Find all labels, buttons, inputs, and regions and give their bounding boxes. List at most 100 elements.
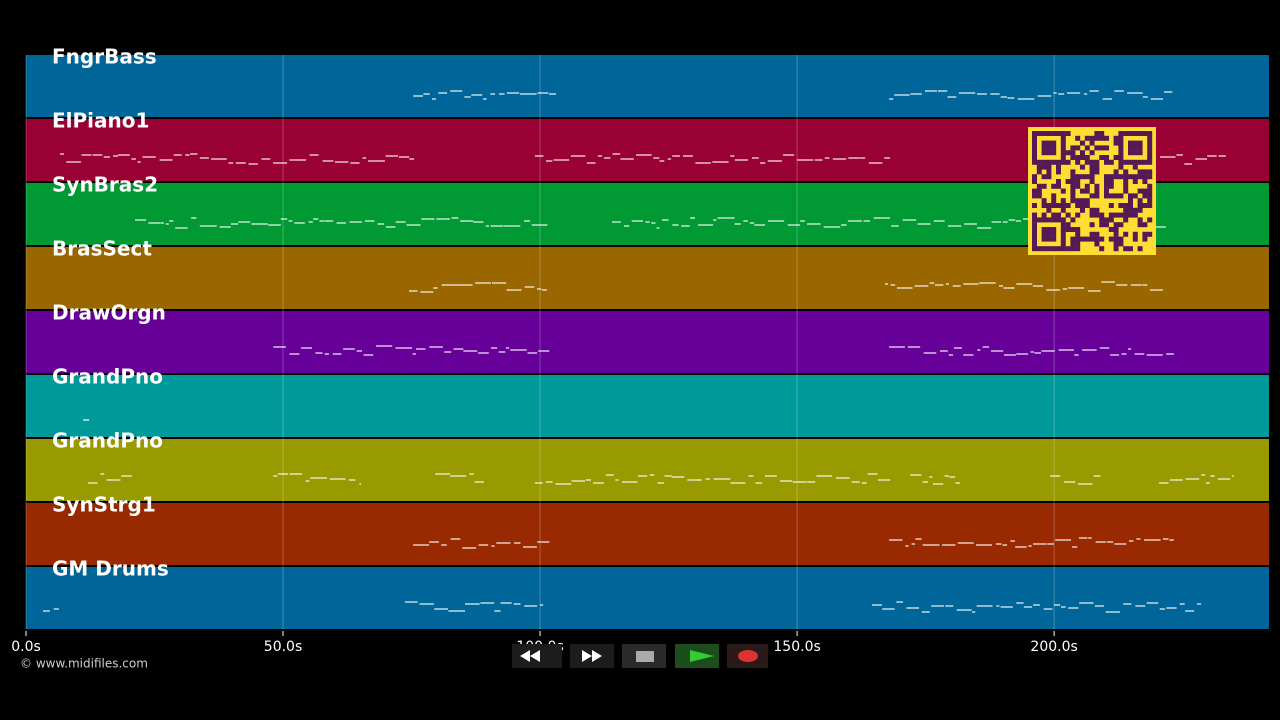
qr-module: [1060, 222, 1066, 228]
qr-module: [1137, 188, 1143, 194]
qr-module: [1070, 155, 1076, 160]
track-name: DrawOrgn: [52, 301, 166, 325]
qr-module: [1128, 212, 1133, 218]
qr-module: [1089, 169, 1095, 175]
qr-module: [1080, 207, 1085, 213]
qr-module: [1104, 145, 1109, 151]
qr-module: [1060, 207, 1066, 213]
qr-module: [1142, 169, 1148, 175]
rewind-icon: [520, 650, 540, 662]
qr-module: [1032, 246, 1037, 252]
qr-module: [1056, 212, 1061, 218]
qr-module: [1065, 179, 1071, 184]
track-lane: [26, 247, 1269, 309]
qr-module: [1104, 159, 1109, 165]
qr-module: [1060, 236, 1066, 242]
qr-module: [1056, 169, 1061, 175]
qr-module: [1046, 203, 1052, 208]
qr-module: [1137, 217, 1143, 223]
qr-module: [1094, 193, 1100, 199]
qr-module: [1118, 150, 1124, 156]
qr-module: [1089, 212, 1095, 218]
qr-module: [1041, 174, 1047, 180]
qr-module: [1108, 227, 1114, 232]
qr-module: [1089, 164, 1095, 170]
qr-module: [1094, 169, 1100, 175]
qr-module: [1089, 159, 1095, 165]
qr-module: [1046, 131, 1052, 136]
qr-module: [1041, 131, 1047, 136]
qr-module: [1132, 179, 1138, 184]
qr-module: [1108, 217, 1114, 223]
qr-module: [1032, 222, 1037, 228]
qr-module: [1094, 188, 1100, 194]
qr-module: [1099, 246, 1105, 252]
qr-module: [1080, 236, 1085, 242]
qr-module: [1065, 222, 1071, 228]
qr-module: [1113, 155, 1119, 160]
qr-module: [1056, 246, 1061, 252]
qr-module: [1094, 131, 1100, 136]
qr-module: [1041, 164, 1047, 170]
transport-controls: [512, 644, 768, 668]
qr-module: [1032, 179, 1037, 184]
qr-module: [1104, 188, 1109, 194]
qr-module: [1065, 150, 1071, 156]
qr-module: [1113, 193, 1119, 199]
note-cluster: [273, 345, 550, 356]
qr-module: [1032, 174, 1037, 180]
qr-module: [1041, 145, 1047, 151]
qr-module: [1032, 241, 1037, 247]
qr-module: [1113, 174, 1119, 180]
qr-module: [1080, 140, 1085, 146]
qr-module: [1147, 193, 1153, 199]
qr-module: [1132, 145, 1138, 151]
qr-module: [1113, 140, 1119, 146]
note-cluster: [135, 217, 548, 229]
qr-module: [1108, 193, 1114, 199]
qr-module: [1094, 212, 1100, 218]
qr-module: [1142, 193, 1148, 199]
qr-module: [1051, 217, 1057, 223]
note-cluster: [413, 90, 556, 100]
qr-module: [1123, 159, 1129, 165]
qr-module: [1060, 203, 1066, 208]
qr-module: [1084, 188, 1090, 194]
qr-module: [1051, 150, 1057, 156]
qr-module: [1099, 212, 1105, 218]
qr-module: [1036, 131, 1042, 136]
qr-module: [1104, 135, 1109, 141]
track-lane: [26, 55, 1269, 117]
qr-module: [1056, 217, 1061, 223]
qr-module: [1056, 203, 1061, 208]
qr-module: [1070, 169, 1076, 175]
qr-module: [1060, 188, 1066, 194]
qr-module: [1147, 217, 1153, 223]
qr-module: [1036, 164, 1042, 170]
qr-module: [1123, 174, 1129, 180]
qr-module: [1051, 145, 1057, 151]
qr-module: [1084, 145, 1090, 151]
qr-module: [1070, 236, 1076, 242]
note-cluster: [1159, 474, 1234, 484]
qr-module: [1089, 174, 1095, 180]
qr-module: [1099, 145, 1105, 151]
qr-module: [1142, 174, 1148, 180]
qr-module: [1060, 227, 1066, 232]
qr-module: [1070, 241, 1076, 247]
qr-module: [1065, 227, 1071, 232]
qr-module: [1051, 246, 1057, 252]
qr-module: [1118, 140, 1124, 146]
qr-module: [1032, 155, 1037, 160]
qr-module: [1060, 246, 1066, 252]
play-icon: [690, 650, 714, 662]
qr-module: [1118, 212, 1124, 218]
qr-module: [1128, 246, 1133, 252]
qr-module: [1132, 207, 1138, 213]
qr-module: [1094, 135, 1100, 141]
qr-module: [1128, 203, 1133, 208]
qr-module: [1108, 212, 1114, 218]
qr-module: [1142, 231, 1148, 237]
qr-module: [1070, 198, 1076, 204]
